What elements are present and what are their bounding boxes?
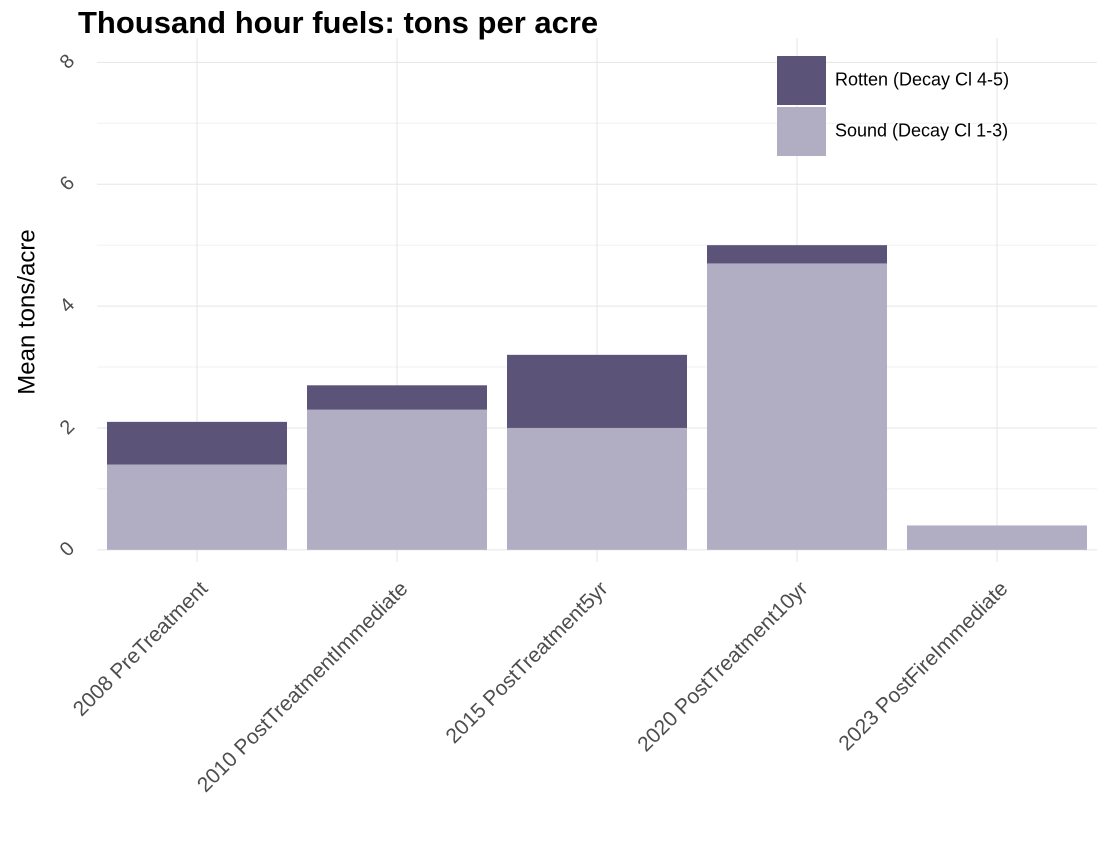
bar-segment bbox=[307, 385, 487, 410]
bar-segment bbox=[107, 464, 287, 550]
x-tick-label: 2008 PreTreatment bbox=[69, 577, 213, 721]
bar-segment bbox=[707, 245, 887, 264]
chart-title: Thousand hour fuels: tons per acre bbox=[78, 5, 598, 40]
bar-segment bbox=[707, 263, 887, 550]
bar-segment bbox=[107, 421, 287, 465]
x-tick-label: 2010 PostTreatmentImmediate bbox=[193, 577, 413, 797]
bar-segment bbox=[507, 354, 687, 428]
y-tick-label: 6 bbox=[56, 172, 79, 195]
x-tick-label: 2015 PostTreatment5yr bbox=[442, 577, 613, 748]
x-tick-label: 2023 PostFireImmediate bbox=[834, 577, 1012, 755]
y-tick-label: 8 bbox=[56, 50, 79, 73]
bar-segment bbox=[507, 427, 687, 550]
legend-label: Sound (Decay Cl 1-3) bbox=[835, 120, 1008, 140]
bar-segment bbox=[307, 409, 487, 550]
legend-swatch bbox=[777, 56, 826, 105]
y-tick-label: 0 bbox=[56, 538, 79, 561]
x-tick-label: 2020 PostTreatment10yr bbox=[633, 577, 812, 756]
y-tick-label: 2 bbox=[56, 416, 79, 439]
legend-label: Rotten (Decay Cl 4-5) bbox=[835, 69, 1009, 89]
y-axis-label: Mean tons/acre bbox=[13, 229, 40, 394]
legend-swatch bbox=[777, 107, 826, 156]
bar-segment bbox=[907, 525, 1087, 550]
y-tick-label: 4 bbox=[56, 294, 79, 317]
